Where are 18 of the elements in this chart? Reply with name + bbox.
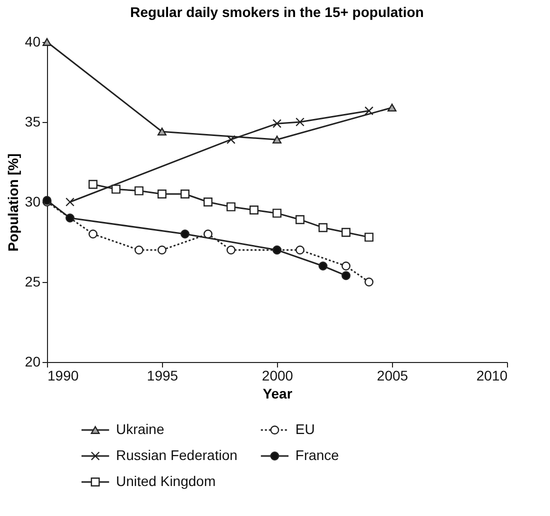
chart-title: Regular daily smokers in the 15+ population (130, 4, 424, 20)
x-tick-label: 2000 (262, 368, 294, 384)
x-tick-label: 2010 (476, 368, 508, 384)
legend-label: Ukraine (116, 421, 164, 437)
legend-label: France (295, 447, 340, 463)
y-tick-label: 40 (24, 34, 41, 50)
x-axis-title: Year (262, 386, 293, 402)
x-tick-label: 1990 (48, 368, 79, 384)
legend-label: United Kingdom (116, 473, 216, 489)
y-axis-title: Population [%] (4, 154, 21, 252)
x-tick-label: 1995 (146, 368, 178, 384)
y-tick-label: 25 (24, 274, 41, 290)
legend-label: Russian Federation (116, 447, 238, 463)
y-tick-label: 35 (24, 114, 41, 130)
x-tick-label: 2005 (376, 368, 408, 384)
y-tick-label: 30 (24, 194, 41, 210)
y-tick-label: 20 (24, 354, 41, 370)
legend-label: EU (295, 421, 315, 437)
